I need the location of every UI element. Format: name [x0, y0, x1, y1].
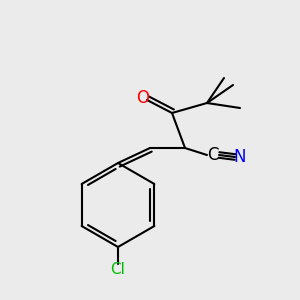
Text: O: O: [136, 89, 149, 107]
Text: N: N: [234, 148, 246, 166]
Text: C: C: [207, 146, 219, 164]
Text: Cl: Cl: [111, 262, 125, 277]
